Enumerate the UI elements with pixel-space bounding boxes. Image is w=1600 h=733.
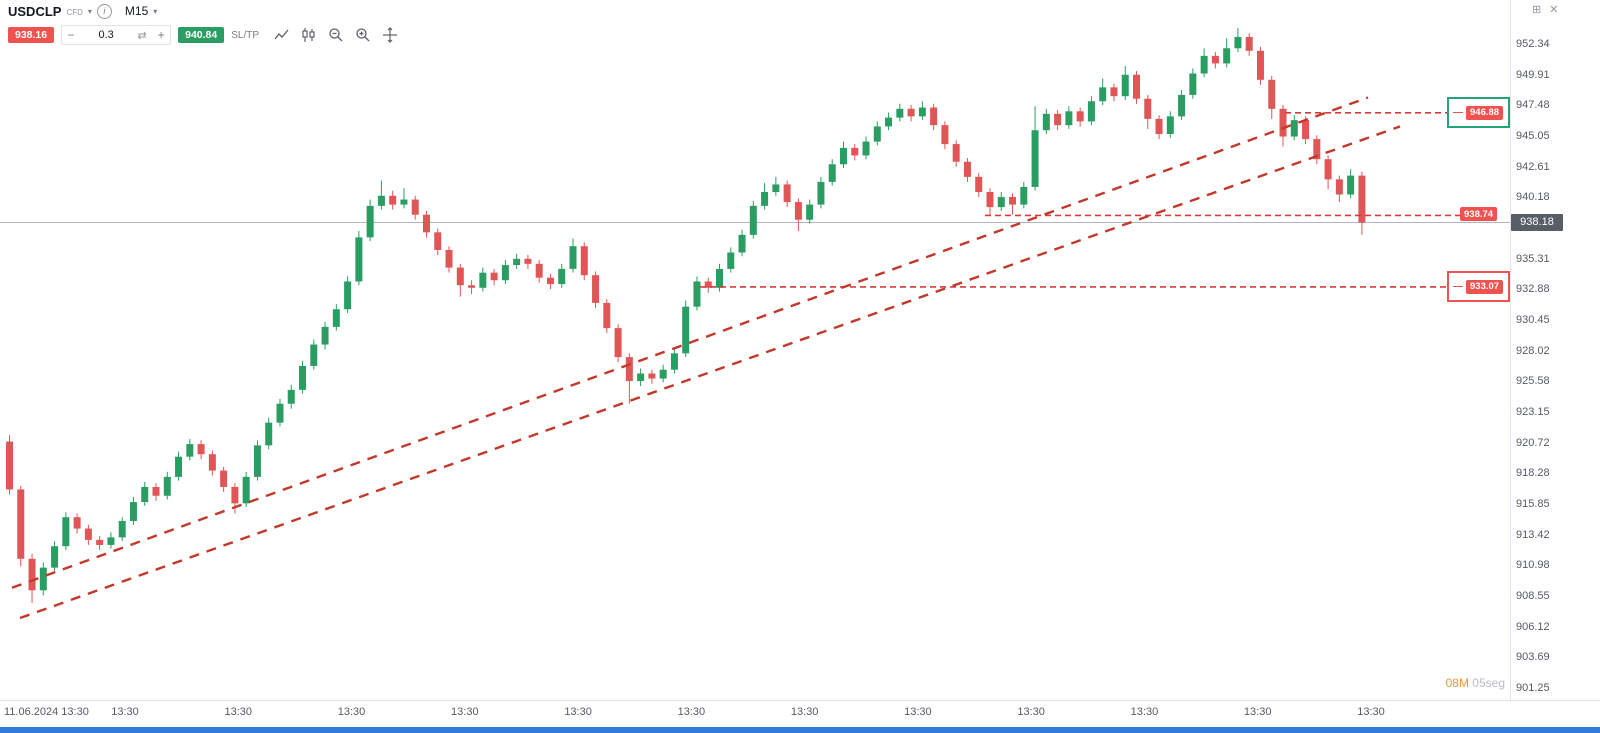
sell-price-button[interactable]: 938.16 xyxy=(8,27,55,43)
price-axis-label: 906.12 xyxy=(1516,620,1550,633)
sltp-button[interactable]: SL/TP xyxy=(231,29,260,41)
time-axis-label: 13:30 xyxy=(564,706,592,718)
symbol-label[interactable]: USDCLP xyxy=(8,3,62,19)
price-axis-label: 942.61 xyxy=(1516,160,1550,173)
time-axis-label: 13:30 xyxy=(904,706,932,718)
symbol-dropdown-icon[interactable]: ▾ xyxy=(87,6,92,16)
price-axis-label: 910.98 xyxy=(1516,559,1550,572)
time-axis-label: 13:30 xyxy=(224,706,253,718)
price-axis-label: 935.31 xyxy=(1516,252,1550,265)
symbol-row: USDCLP CFD ▾ i M15 ▾ xyxy=(8,3,398,19)
layout-panel-icon[interactable]: ⊞ xyxy=(1532,4,1542,16)
timeframe-label[interactable]: M15 xyxy=(124,4,149,18)
price-axis-label: 930.45 xyxy=(1516,313,1550,326)
countdown-seconds: 05seg xyxy=(1472,676,1505,690)
candle-countdown: 08M 05seg xyxy=(1385,676,1505,690)
price-axis-label: 923.15 xyxy=(1516,405,1550,418)
price-axis-label: 949.91 xyxy=(1516,68,1550,81)
close-icon[interactable]: ✕ xyxy=(1549,4,1559,16)
instrument-type-label: CFD xyxy=(66,7,83,17)
timeframe-dropdown-icon[interactable]: ▾ xyxy=(153,6,158,16)
candles-style-icon[interactable] xyxy=(301,27,317,43)
corner-controls: ⊞ ✕ xyxy=(1532,3,1558,16)
pan-move-icon[interactable] xyxy=(382,27,398,43)
level-dash: — xyxy=(1453,107,1463,119)
upper-level-box[interactable]: — 946.88 xyxy=(1447,97,1510,129)
price-axis-label: 928.02 xyxy=(1516,344,1550,357)
buy-price-button[interactable]: 940.84 xyxy=(178,27,225,43)
time-axis-label: 13:30 xyxy=(451,706,479,718)
toolbar: USDCLP CFD ▾ i M15 ▾ 938.16 − 0.3 ⇄ + 94… xyxy=(8,3,398,45)
quantity-input[interactable]: 0.3 xyxy=(98,29,114,41)
info-icon[interactable]: i xyxy=(96,3,112,19)
chart-tool-icons xyxy=(274,27,398,43)
axis-horizontal-separator xyxy=(0,700,1600,701)
quantity-plus-button[interactable]: + xyxy=(157,28,165,42)
price-axis-label: 920.72 xyxy=(1516,436,1550,449)
bottom-bar xyxy=(0,727,1600,733)
mid-level-marker[interactable]: 938.74 xyxy=(1460,207,1498,222)
price-axis-label: 901.25 xyxy=(1516,682,1550,694)
swap-icon[interactable]: ⇄ xyxy=(137,29,147,42)
price-axis-label: 947.48 xyxy=(1516,99,1550,112)
price-axis-label: 915.85 xyxy=(1516,497,1550,510)
time-axis-label: 13:30 xyxy=(1357,706,1385,718)
axis-vertical-separator xyxy=(1510,0,1511,700)
lower-level-badge: 933.07 xyxy=(1466,279,1504,294)
price-axis-label: 918.28 xyxy=(1516,467,1550,480)
zoom-in-icon[interactable] xyxy=(355,27,371,43)
quantity-minus-button[interactable]: − xyxy=(67,28,75,42)
price-axis-label: 952.34 xyxy=(1516,38,1550,50)
price-axis-label: 913.42 xyxy=(1516,528,1550,541)
trendline-tool-icon[interactable] xyxy=(274,27,290,43)
zoom-out-icon[interactable] xyxy=(328,27,344,43)
level-dash: — xyxy=(1453,281,1463,293)
price-axis-label: 945.05 xyxy=(1516,129,1550,142)
price-axis-label: 908.55 xyxy=(1516,589,1550,602)
quantity-stepper: − 0.3 ⇄ + xyxy=(61,25,172,45)
time-axis-label: 13:30 xyxy=(677,706,706,718)
time-axis-label: 13:30 xyxy=(1130,706,1159,718)
price-axis-label: 932.88 xyxy=(1516,283,1550,296)
price-axis-label: 925.58 xyxy=(1516,375,1550,388)
price-axis-label: 903.69 xyxy=(1516,651,1550,664)
price-axis-label: 940.18 xyxy=(1516,191,1550,204)
time-axis-label: 13:30 xyxy=(337,706,366,718)
time-axis-label: 13:30 xyxy=(1243,706,1272,718)
countdown-minutes: 08M xyxy=(1445,676,1469,690)
order-row: 938.16 − 0.3 ⇄ + 940.84 SL/TP xyxy=(8,25,398,45)
time-axis-label: 13:30 xyxy=(1017,706,1045,718)
time-axis-label: 13:30 xyxy=(111,706,139,718)
lower-level-box[interactable]: — 933.07 xyxy=(1447,271,1510,303)
upper-level-badge: 946.88 xyxy=(1466,105,1504,120)
mid-level-badge: 938.74 xyxy=(1460,207,1498,222)
current-price-tag: 938.18 xyxy=(1511,213,1563,231)
time-axis-date-label: 11.06.2024 13:30 xyxy=(4,706,89,718)
time-axis-label: 13:30 xyxy=(790,706,819,718)
